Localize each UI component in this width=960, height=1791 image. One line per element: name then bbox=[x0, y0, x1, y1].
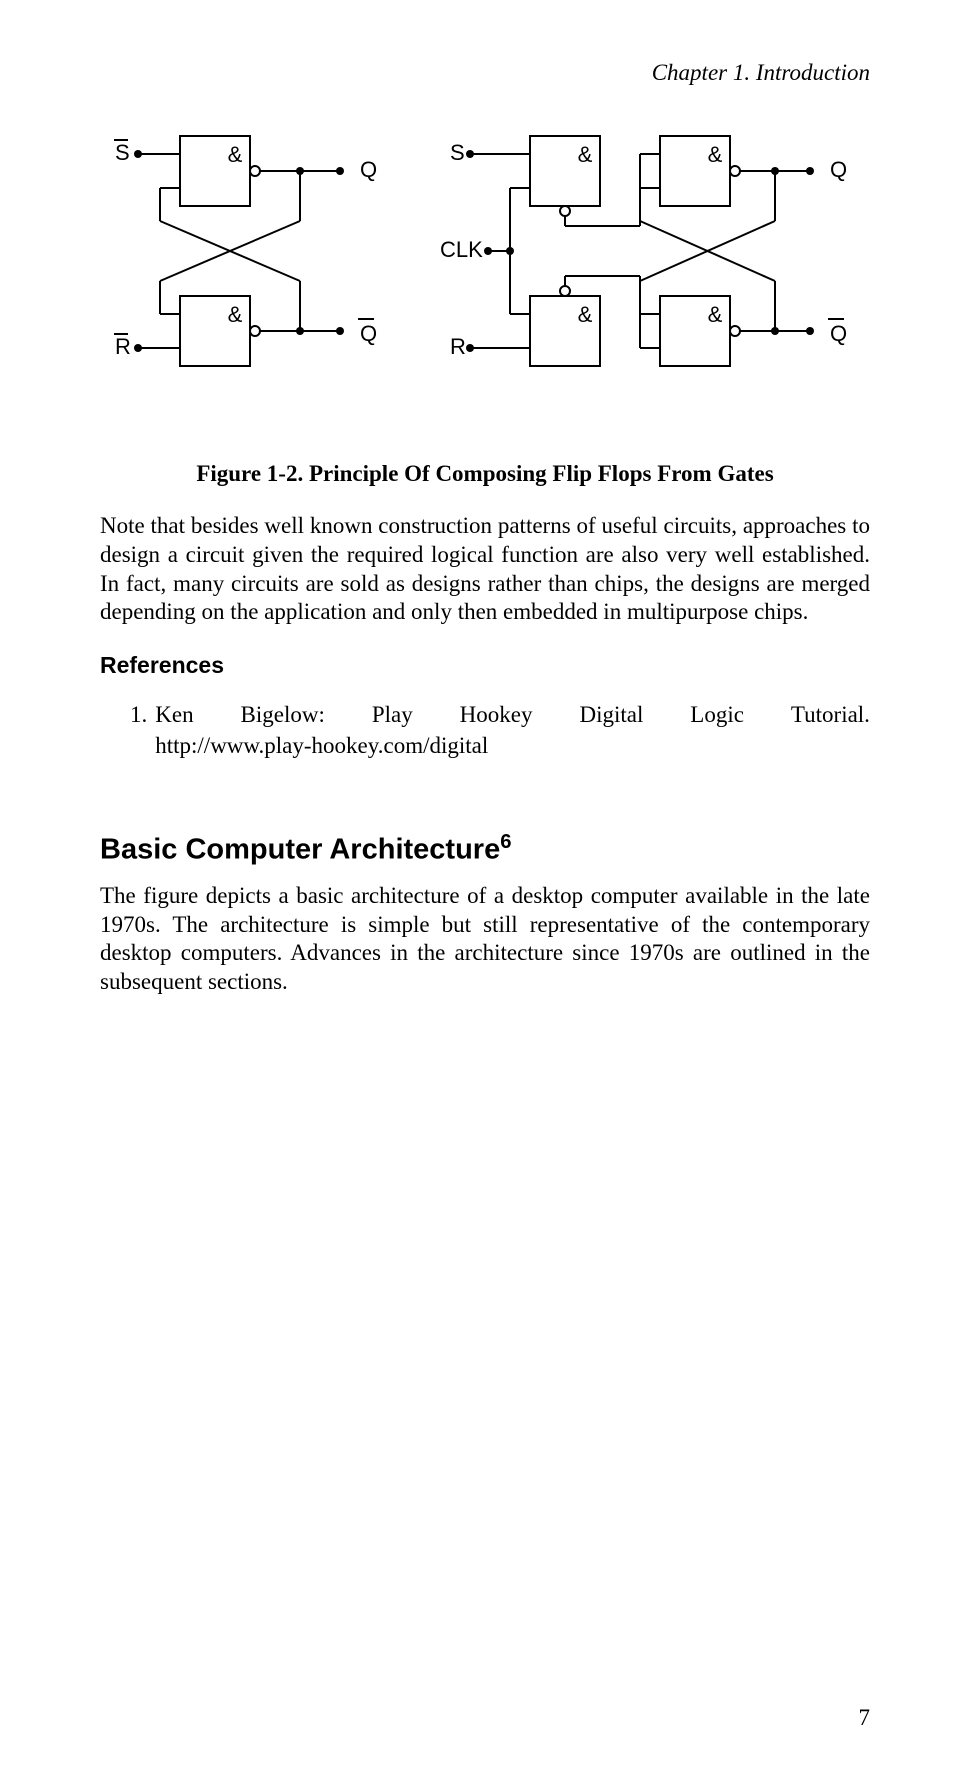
svg-text:S: S bbox=[450, 140, 465, 165]
references-heading: References bbox=[100, 652, 870, 679]
svg-text:Q: Q bbox=[830, 321, 847, 346]
svg-text:S: S bbox=[115, 140, 130, 165]
svg-text:Q: Q bbox=[830, 157, 847, 182]
svg-text:&: & bbox=[578, 302, 593, 327]
svg-text:Q: Q bbox=[360, 157, 377, 182]
svg-text:&: & bbox=[228, 302, 243, 327]
svg-text:&: & bbox=[708, 302, 723, 327]
references-list: 1. KenBigelow:PlayHookeyDigitalLogicTuto… bbox=[130, 699, 870, 761]
flip-flop-diagram: & & S R Q Q & & S R CLK & & Q Q bbox=[100, 116, 870, 431]
svg-text:&: & bbox=[228, 142, 243, 167]
svg-text:&: & bbox=[578, 142, 593, 167]
svg-text:R: R bbox=[115, 334, 131, 359]
reference-item: 1. KenBigelow:PlayHookeyDigitalLogicTuto… bbox=[130, 699, 870, 761]
paragraph-2: The figure depicts a basic architecture … bbox=[100, 882, 870, 997]
chapter-header: Chapter 1. Introduction bbox=[100, 60, 870, 86]
svg-text:Q: Q bbox=[360, 321, 377, 346]
svg-text:CLK: CLK bbox=[440, 237, 483, 262]
page-number: 7 bbox=[859, 1705, 871, 1731]
svg-text:&: & bbox=[708, 142, 723, 167]
section-heading-architecture: Basic Computer Architecture6 bbox=[100, 831, 870, 867]
paragraph-1: Note that besides well known constructio… bbox=[100, 512, 870, 627]
svg-text:R: R bbox=[450, 334, 466, 359]
figure-caption: Figure 1-2. Principle Of Composing Flip … bbox=[100, 461, 870, 487]
